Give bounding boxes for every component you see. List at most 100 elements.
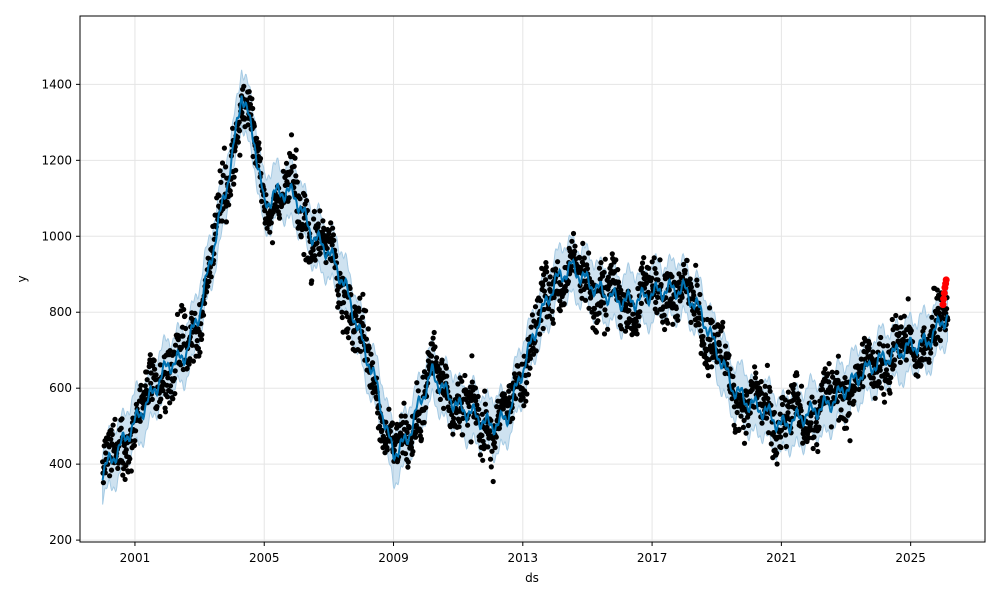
data-point [898, 324, 904, 330]
data-point [887, 379, 893, 385]
data-point [247, 101, 253, 108]
data-point [660, 319, 666, 325]
data-point [852, 385, 858, 391]
data-point [809, 394, 815, 400]
data-point [549, 308, 555, 314]
data-point [469, 379, 475, 385]
data-point [318, 245, 324, 251]
y-tick-label: 800 [49, 305, 72, 319]
data-point [602, 307, 608, 313]
data-point [688, 319, 694, 325]
data-point [112, 416, 118, 422]
data-point [528, 324, 534, 330]
data-point [472, 385, 478, 391]
data-point [165, 375, 171, 381]
data-point [905, 296, 911, 302]
data-point [235, 134, 241, 140]
data-point [936, 310, 942, 316]
data-point [694, 277, 700, 283]
data-point [540, 325, 546, 332]
data-point [601, 331, 608, 337]
data-point [408, 445, 414, 451]
data-point [459, 378, 465, 384]
data-point [751, 404, 757, 410]
data-point [339, 309, 345, 315]
data-point [294, 179, 300, 185]
data-point [128, 468, 134, 474]
data-point [298, 234, 304, 240]
data-point [359, 314, 366, 320]
data-point [509, 415, 516, 421]
data-point [205, 283, 211, 289]
data-point [297, 196, 303, 202]
data-point [493, 434, 499, 440]
data-point [743, 392, 750, 398]
data-point [764, 415, 770, 421]
data-point [477, 452, 483, 458]
data-point [580, 240, 586, 246]
data-point [902, 333, 909, 339]
data-point [167, 383, 174, 389]
data-point [637, 309, 643, 315]
data-point [652, 266, 658, 272]
x-tick-label: 2025 [895, 551, 926, 565]
data-point [302, 192, 308, 198]
data-point [389, 420, 395, 426]
data-point [312, 257, 318, 263]
data-point [662, 326, 668, 333]
data-point [601, 269, 607, 275]
data-point [523, 398, 529, 404]
data-point [812, 399, 818, 405]
data-point [119, 416, 125, 422]
data-point [810, 445, 816, 452]
data-point [543, 277, 549, 283]
data-point [582, 297, 589, 303]
data-point [484, 424, 490, 430]
data-point [227, 188, 233, 194]
data-point [890, 341, 897, 347]
data-point [466, 403, 472, 410]
data-point [774, 461, 780, 467]
data-point [288, 132, 295, 138]
data-point [172, 391, 178, 397]
highlight-point [939, 301, 947, 309]
data-point [561, 301, 567, 307]
data-point [596, 310, 602, 316]
data-point [317, 208, 323, 214]
data-point [752, 375, 759, 381]
data-point [160, 388, 166, 394]
data-point [183, 325, 189, 332]
data-point [110, 422, 116, 428]
data-point [764, 362, 771, 368]
data-point [488, 464, 494, 470]
data-point [766, 384, 773, 390]
data-point [687, 276, 693, 282]
data-point [541, 288, 548, 294]
data-point [901, 313, 907, 319]
data-point [220, 172, 226, 178]
data-point [236, 128, 243, 134]
data-point [401, 400, 407, 406]
data-point [456, 418, 463, 425]
data-point [178, 345, 184, 351]
highlight-points [939, 276, 950, 309]
data-point [314, 240, 320, 246]
data-point [432, 344, 438, 350]
data-point [379, 427, 385, 433]
data-point [431, 329, 437, 336]
data-point [878, 385, 885, 391]
data-point [245, 122, 251, 128]
data-point [138, 382, 144, 388]
data-point [731, 422, 737, 428]
data-point [623, 302, 629, 308]
data-point [357, 348, 364, 354]
data-point [572, 243, 578, 249]
data-point [231, 181, 237, 187]
data-point [262, 208, 268, 214]
data-point [524, 380, 530, 386]
data-point [693, 262, 699, 268]
data-point [707, 305, 713, 311]
data-point [195, 345, 201, 351]
data-point [353, 313, 359, 319]
